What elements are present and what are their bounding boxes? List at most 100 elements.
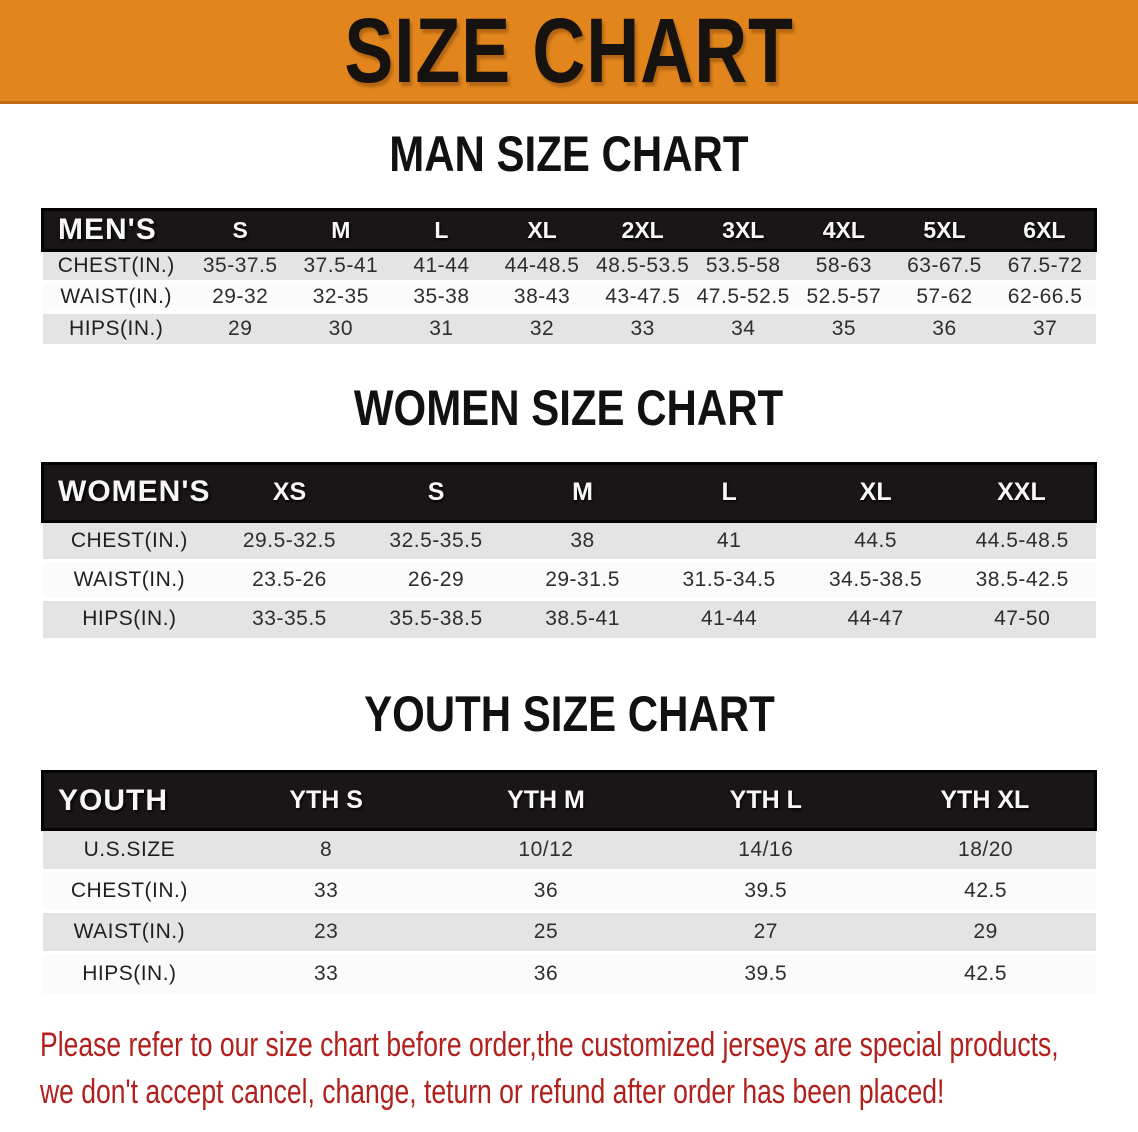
women-size-heading: WOMEN SIZE CHART	[0, 380, 1138, 446]
size-value-cell: 18/20	[958, 838, 1014, 861]
measurement-label: U.S.SIZE	[83, 838, 176, 861]
womens-table-container: WOMEN'S XS S M L XL XXL CHEST(IN.) 29.5-32.5 32.5…	[0, 461, 1138, 638]
size-column-header: XS	[216, 461, 363, 523]
womens-size-table-title: WOMEN'S	[41, 461, 217, 523]
size-value-cell: 32	[529, 316, 555, 340]
size-value-cell: 44.5	[854, 528, 898, 552]
size-column-header: YTH L	[655, 770, 876, 831]
size-value-cell: 62-66.5	[1007, 285, 1083, 308]
measurement-label: WAIST(IN.)	[73, 567, 186, 591]
measurement-row: U.S.SIZE 8 10/12 14/16 18/20	[42, 829, 1096, 871]
size-value-cell: 35.5-38.5	[389, 607, 483, 631]
size-value-cell: 38	[570, 528, 595, 552]
measurement-row: HIPS(IN.) 33-35.5 35.5-38.5 38.5-41 41-44 44-…	[42, 599, 1096, 638]
size-value-cell: 36	[932, 316, 957, 340]
size-column-header: 5XL	[894, 208, 995, 252]
size-column-header: YTH XL	[875, 770, 1097, 831]
banner: SIZE CHART	[0, 0, 1138, 104]
size-column-header: S	[362, 461, 510, 523]
disclaimer-line-1: Please refer to our size chart before or…	[40, 1025, 1059, 1064]
size-column-header: YTH S	[216, 770, 437, 831]
youth-size-heading: YOUTH SIZE CHART	[0, 686, 1138, 752]
table-header-row: YOUTH YTH S YTH M YTH L YTH XL	[41, 770, 1097, 831]
size-value-cell: 36	[533, 961, 559, 985]
size-value-cell: 37.5-41	[303, 254, 379, 277]
size-value-cell: 37	[1032, 316, 1058, 340]
measurement-label: WAIST(IN.)	[60, 285, 172, 308]
mens-table-container: MEN'S S M L XL 2XL 3XL 4XL 5XL 6XL CHEST(IN.) 35-37…	[0, 208, 1138, 344]
disclaimer-row-2: we don't accept cancel, change, teturn o…	[40, 1069, 1138, 1116]
measurement-row: HIPS(IN.) 33 36 39.5 42.5	[42, 952, 1096, 994]
size-column-header: YTH M	[436, 770, 656, 831]
size-value-cell: 44-47	[847, 607, 904, 631]
size-value-cell: 58-63	[815, 254, 872, 277]
page-title: SIZE CHART	[344, 0, 794, 102]
size-value-cell: 67.5-72	[1007, 254, 1083, 277]
measurement-label: CHEST(IN.)	[70, 879, 188, 902]
size-column-header: XL	[802, 461, 949, 523]
size-value-cell: 63-67.5	[907, 254, 982, 277]
size-value-cell: 38-43	[513, 285, 571, 308]
youth-size-section: YOUTH SIZE CHART YOUTH YTH S YTH M YTH L YTH…	[0, 686, 1138, 994]
size-value-cell: 29-31.5	[545, 567, 620, 591]
size-column-header: XL	[491, 208, 593, 252]
measurement-row: WAIST(IN.) 23.5-26 26-29 29-31.5 31.5-34.5 34…	[42, 560, 1096, 599]
size-column-header: 4XL	[793, 208, 895, 252]
size-column-header: L	[391, 208, 492, 252]
size-value-cell: 31.5-34.5	[682, 567, 776, 591]
size-value-cell: 29	[228, 316, 253, 340]
measurement-label: CHEST(IN.)	[57, 254, 175, 277]
youth-size-heading-text: YOUTH SIZE CHART	[363, 686, 775, 742]
size-value-cell: 57-62	[916, 285, 973, 308]
size-value-cell: 29.5-32.5	[242, 528, 337, 552]
size-column-header: 2XL	[592, 208, 693, 252]
size-value-cell: 30	[328, 316, 353, 340]
size-column-header: S	[189, 208, 291, 252]
size-value-cell: 53.5-58	[705, 254, 781, 277]
size-value-cell: 25	[533, 920, 559, 943]
size-value-cell: 38.5-41	[545, 607, 620, 631]
size-value-cell: 52.5-57	[806, 285, 882, 308]
mens-size-table-title: MEN'S	[40, 208, 190, 252]
women-size-heading-text: WOMEN SIZE CHART	[354, 379, 784, 436]
youth-size-table: YOUTH YTH S YTH M YTH L YTH XL U.S.SIZE 8 10/12…	[41, 770, 1097, 994]
size-column-header: 3XL	[692, 208, 794, 252]
measurement-row: CHEST(IN.) 35-37.5 37.5-41 41-44 44-48.5 48.5…	[42, 250, 1096, 282]
size-value-cell: 47-50	[994, 607, 1051, 631]
size-value-cell: 44.5-48.5	[975, 528, 1069, 552]
size-value-cell: 39.5	[744, 879, 788, 902]
size-value-cell: 43-47.5	[605, 285, 681, 308]
measurement-row: WAIST(IN.) 23 25 27 29	[42, 911, 1096, 953]
mens-size-table: MEN'S S M L XL 2XL 3XL 4XL 5XL 6XL CHEST(IN.) 35-37…	[40, 208, 1097, 344]
size-value-cell: 41-44	[700, 607, 758, 631]
size-value-cell: 26-29	[407, 567, 465, 591]
size-value-cell: 14/16	[738, 838, 794, 861]
size-value-cell: 34	[731, 316, 756, 340]
size-value-cell: 29	[973, 920, 998, 943]
size-value-cell: 29-32	[212, 285, 269, 308]
size-value-cell: 42.5	[964, 961, 1008, 985]
women-size-section: WOMEN SIZE CHART WOMEN'S XS S M L XL XXL CHEST(…	[0, 380, 1138, 638]
size-value-cell: 31	[429, 316, 454, 340]
disclaimer-line-2: we don't accept cancel, change, teturn o…	[40, 1072, 945, 1111]
size-column-header: M	[509, 461, 656, 523]
size-column-header: L	[655, 461, 803, 523]
womens-size-table: WOMEN'S XS S M L XL XXL CHEST(IN.) 29.5-32.5 32.5…	[41, 461, 1097, 638]
size-value-cell: 23.5-26	[252, 567, 327, 591]
measurement-row: CHEST(IN.) 33 36 39.5 42.5	[42, 870, 1096, 912]
size-value-cell: 33	[313, 879, 339, 902]
table-header-row: MEN'S S M L XL 2XL 3XL 4XL 5XL 6XL	[40, 208, 1097, 252]
youth-table-container: YOUTH YTH S YTH M YTH L YTH XL U.S.SIZE 8 10/12…	[0, 770, 1138, 994]
disclaimer: Please refer to our size chart before or…	[0, 1022, 1138, 1116]
size-column-header: M	[290, 208, 392, 252]
measurement-label: CHEST(IN.)	[70, 528, 188, 552]
measurement-row: HIPS(IN.) 29 30 31 32 33 34 35 36 37	[42, 312, 1096, 344]
size-value-cell: 38.5-42.5	[975, 567, 1069, 591]
size-value-cell: 39.5	[744, 961, 788, 985]
size-column-header: 6XL	[994, 208, 1097, 252]
size-value-cell: 33	[630, 316, 655, 340]
size-value-cell: 8	[320, 838, 333, 861]
size-value-cell: 48.5-53.5	[596, 254, 690, 277]
measurement-row: WAIST(IN.) 29-32 32-35 35-38 38-43 43-47.5 47.…	[42, 281, 1096, 313]
